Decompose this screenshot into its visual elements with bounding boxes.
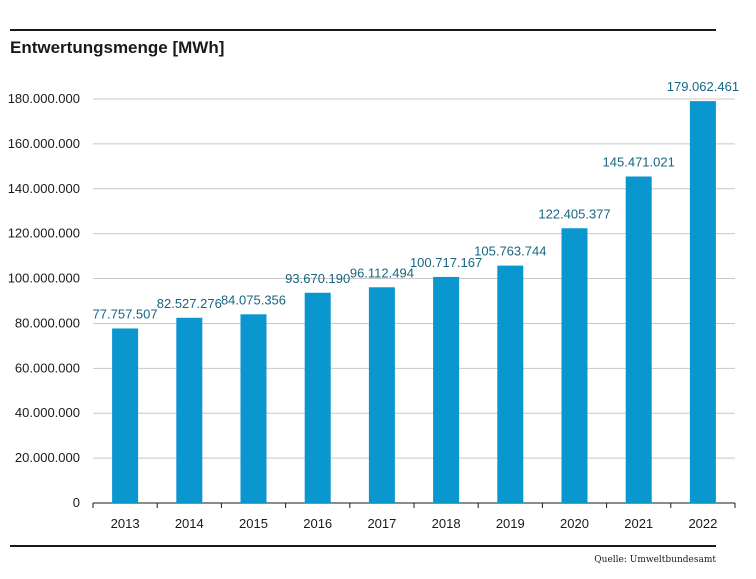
x-tick-label: 2017 [367, 516, 396, 531]
top-rule [10, 29, 716, 31]
data-label: 100.717.167 [410, 255, 482, 270]
y-tick-label: 40.000.000 [15, 405, 80, 420]
data-label: 84.075.356 [221, 292, 286, 307]
data-label: 122.405.377 [538, 206, 610, 221]
bar [433, 276, 460, 503]
x-tick-label: 2015 [239, 516, 268, 531]
bar [112, 328, 139, 503]
bar [625, 176, 652, 503]
x-tick-label: 2020 [560, 516, 589, 531]
data-label: 93.670.190 [285, 271, 350, 286]
y-tick-label: 120.000.000 [8, 226, 80, 241]
data-label: 82.527.276 [157, 296, 222, 311]
data-label: 77.757.507 [93, 306, 158, 321]
data-label: 179.062.461 [667, 79, 739, 94]
bar [304, 292, 331, 503]
y-tick-label: 140.000.000 [8, 181, 80, 196]
bar [497, 265, 524, 503]
x-tick-label: 2016 [303, 516, 332, 531]
data-label: 96.112.494 [350, 265, 414, 280]
data-label: 145.471.021 [603, 154, 675, 169]
y-tick-label: 60.000.000 [15, 360, 80, 375]
x-tick-label: 2013 [111, 516, 140, 531]
y-tick-label: 0 [73, 495, 80, 510]
x-tick-label: 2014 [175, 516, 204, 531]
x-tick-label: 2021 [624, 516, 653, 531]
y-tick-label: 160.000.000 [8, 136, 80, 151]
x-tick-label: 2022 [688, 516, 717, 531]
bar [240, 314, 267, 503]
y-tick-label: 100.000.000 [8, 271, 80, 286]
source-note: Quelle: Umweltbundesamt [594, 555, 716, 565]
bar [689, 101, 716, 504]
y-tick-label: 80.000.000 [15, 315, 80, 330]
data-label: 105.763.744 [474, 244, 546, 259]
bar [368, 287, 395, 503]
bar [176, 317, 203, 503]
bottom-rule [10, 545, 716, 547]
x-tick-label: 2018 [432, 516, 461, 531]
x-tick-label: 2019 [496, 516, 525, 531]
y-tick-label: 180.000.000 [8, 91, 80, 106]
bar [561, 228, 588, 503]
y-tick-label: 20.000.000 [15, 450, 80, 465]
chart-title: Entwertungsmenge [MWh] [10, 38, 225, 57]
